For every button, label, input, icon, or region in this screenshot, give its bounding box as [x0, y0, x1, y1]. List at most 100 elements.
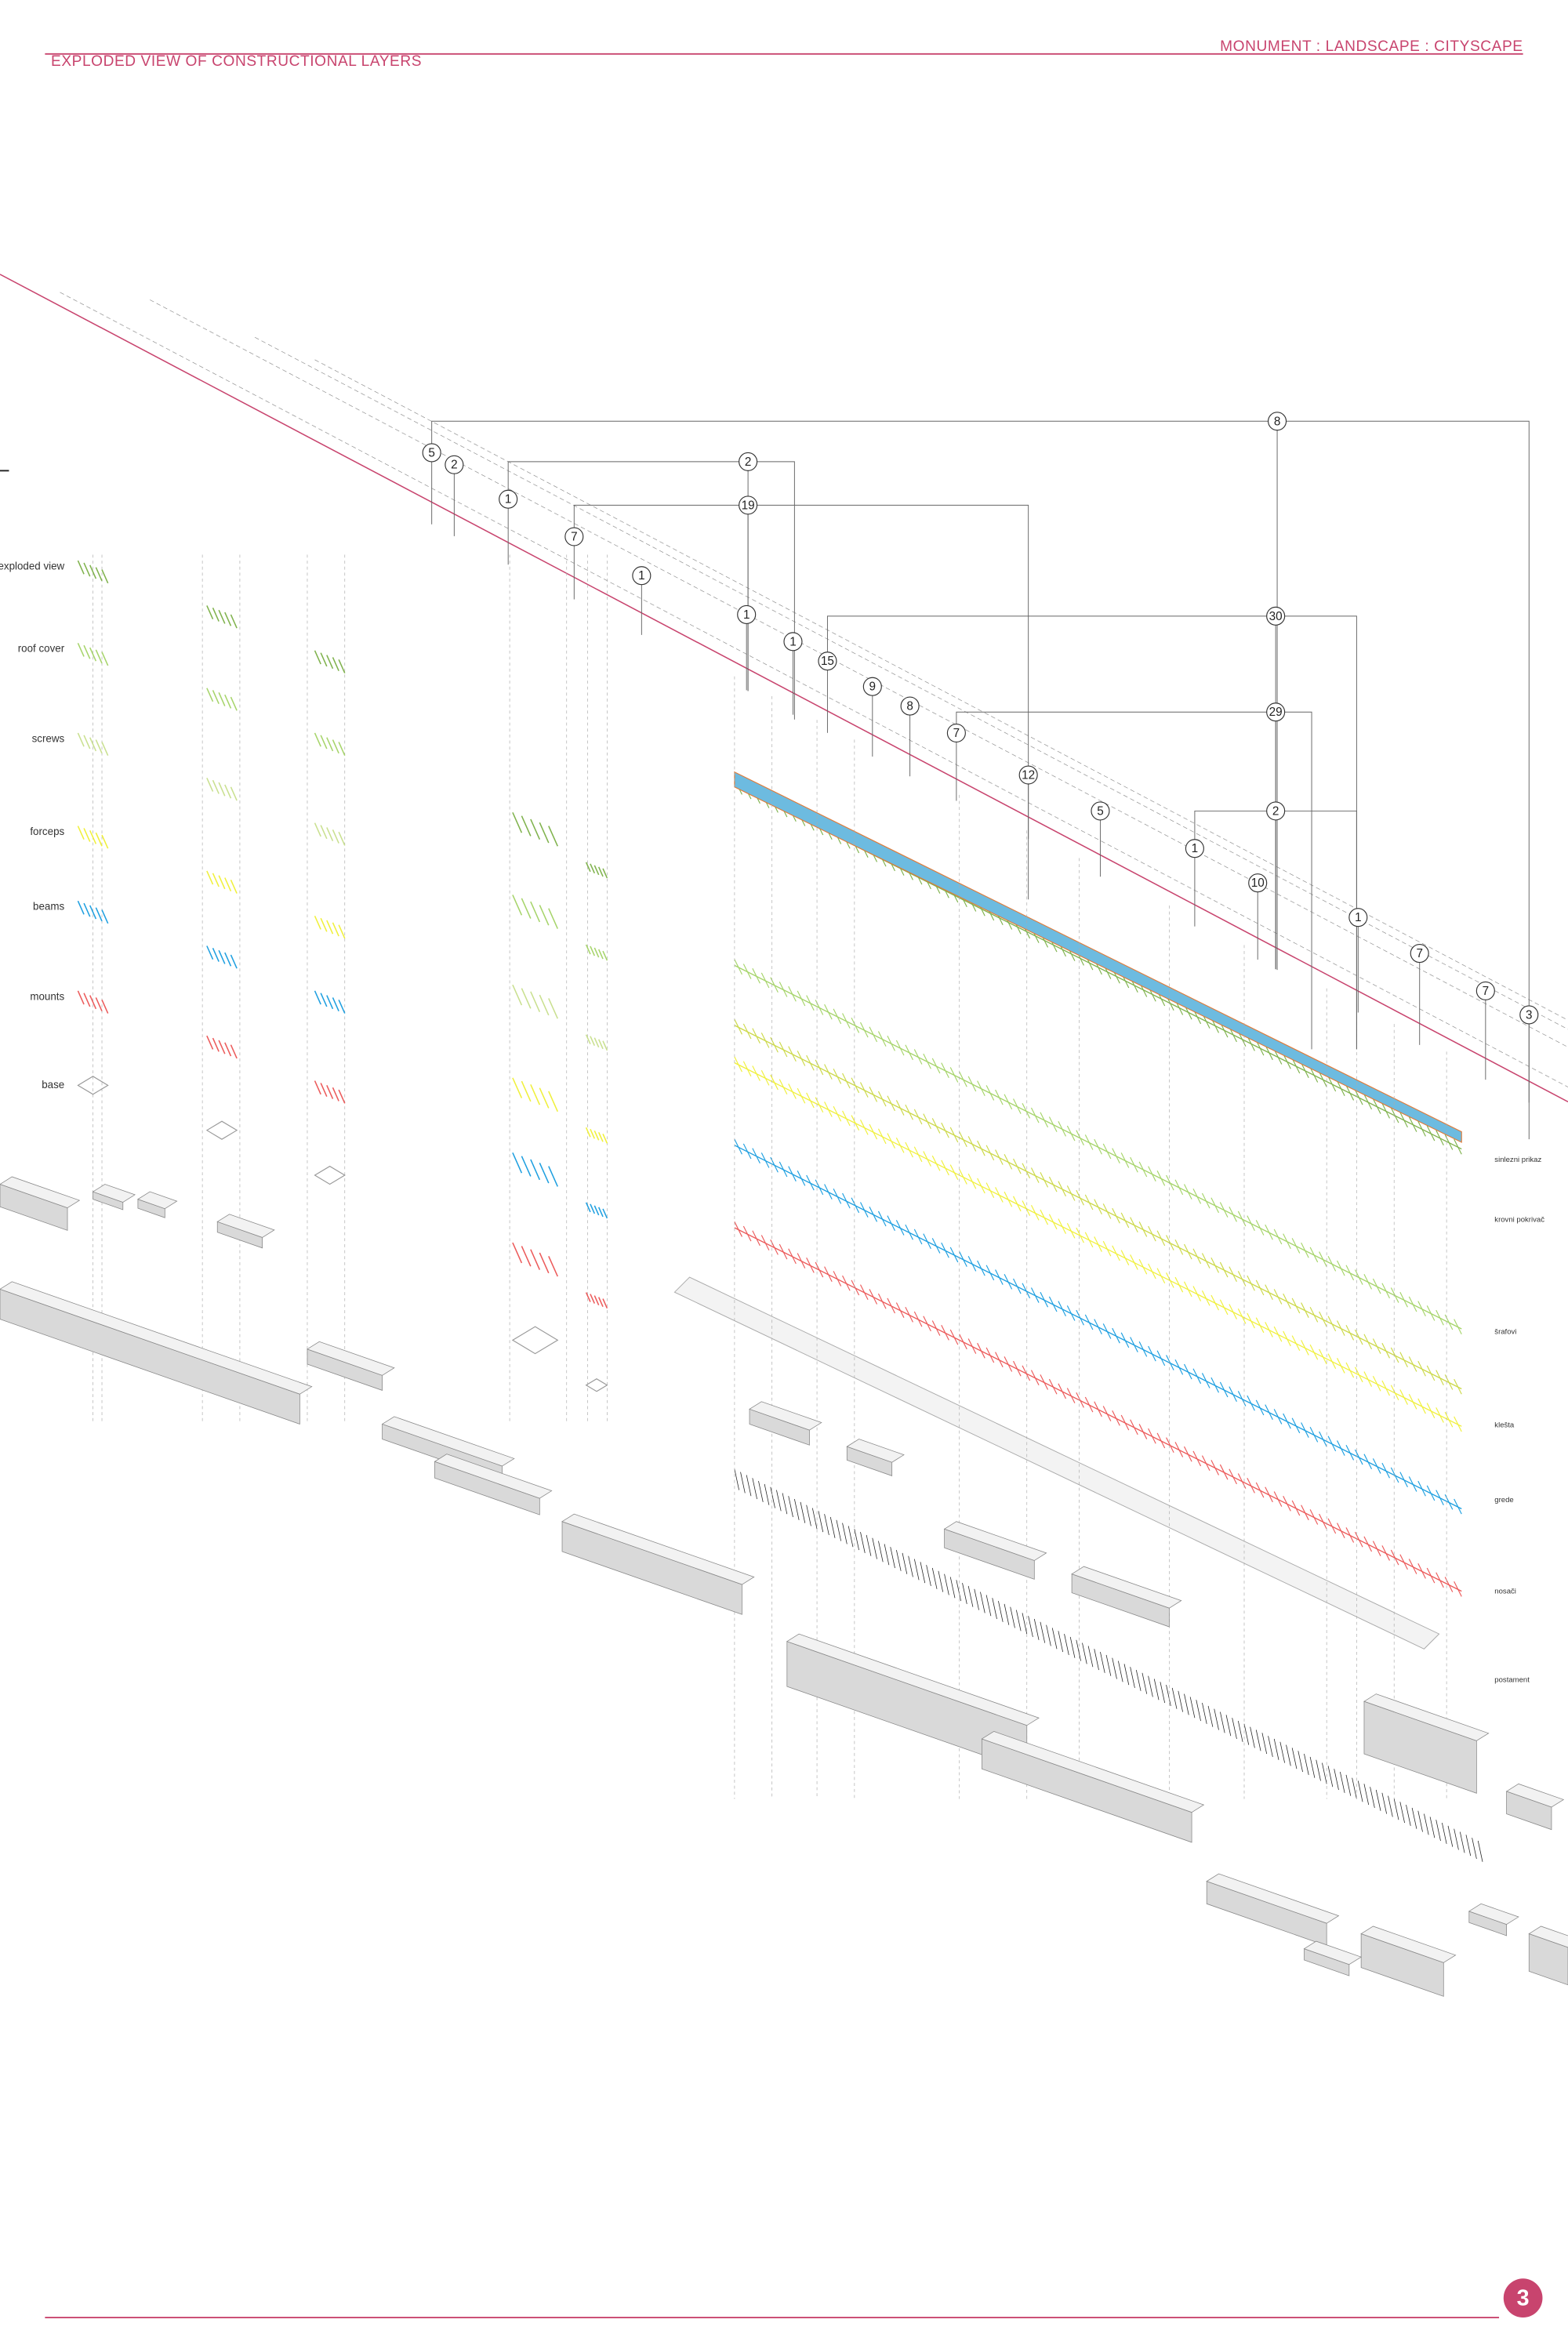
truss	[1189, 1697, 1196, 1719]
truss	[746, 1475, 752, 1497]
layer-label: roof cover	[18, 643, 65, 655]
glyph	[206, 778, 214, 792]
glyph	[512, 1077, 523, 1098]
truss	[878, 1541, 884, 1563]
glyph	[585, 1127, 591, 1138]
truss	[1100, 1651, 1105, 1673]
callout-circle	[862, 677, 882, 696]
truss	[1051, 1628, 1058, 1650]
glyph	[314, 1080, 321, 1095]
guide-line	[314, 359, 1568, 1021]
truss	[902, 1552, 908, 1574]
glyph	[320, 735, 328, 750]
callout-circle	[737, 604, 757, 624]
glyph	[597, 1207, 604, 1218]
truss	[829, 1516, 836, 1538]
glyph	[326, 1085, 334, 1099]
truss	[1232, 1718, 1237, 1740]
truss	[1424, 1813, 1429, 1835]
truss	[788, 1496, 793, 1518]
truss	[1322, 1762, 1327, 1784]
layer-edge	[734, 964, 1462, 1330]
glyph	[218, 782, 226, 797]
truss	[764, 1483, 770, 1505]
glyph	[530, 1249, 541, 1270]
glyph	[77, 560, 85, 575]
truss	[1477, 1840, 1483, 1862]
glyph	[77, 990, 85, 1005]
glyph	[548, 998, 558, 1019]
layer-edge	[734, 1227, 1462, 1592]
glyph	[314, 650, 321, 665]
glyph-base	[585, 1378, 608, 1392]
truss	[818, 1511, 824, 1533]
glyph	[593, 1295, 600, 1305]
truss	[1454, 1828, 1459, 1850]
truss	[1406, 1805, 1411, 1826]
callout-circle	[1475, 981, 1495, 1000]
truss	[1015, 1610, 1022, 1632]
building-roof	[1303, 1940, 1363, 1965]
layer-label: screws	[32, 732, 65, 744]
glyph	[597, 1297, 604, 1307]
glyph	[101, 1000, 109, 1014]
callout-circle	[739, 495, 758, 515]
truss	[913, 1559, 920, 1581]
page-number: 3	[1517, 2286, 1530, 2311]
glyph	[212, 948, 220, 962]
glyph	[89, 995, 97, 1010]
truss	[896, 1549, 902, 1571]
truss	[1105, 1654, 1112, 1676]
callout-number: 2	[1272, 804, 1279, 818]
truss	[1082, 1642, 1087, 1664]
glyph	[602, 1208, 608, 1219]
truss	[1363, 1784, 1370, 1806]
callout-number: 7	[953, 727, 960, 740]
truss	[740, 1472, 746, 1494]
truss	[842, 1523, 848, 1544]
truss	[890, 1547, 895, 1569]
glyph	[95, 567, 103, 582]
guide-line	[254, 336, 1568, 1030]
header-title: EXPLODED VIEW OF CONSTRUCTIONAL LAYERS	[51, 53, 422, 70]
glyph	[590, 863, 596, 874]
truss	[1237, 1720, 1243, 1742]
building-roof	[981, 1730, 1205, 1813]
truss	[1375, 1789, 1381, 1811]
callout-circle	[818, 652, 837, 671]
glyph	[218, 692, 226, 706]
truss	[908, 1555, 913, 1577]
glyph	[521, 898, 532, 919]
glyph	[95, 649, 103, 664]
truss	[1148, 1675, 1153, 1697]
layer-label-local: klešta	[1494, 1421, 1515, 1429]
truss	[1339, 1771, 1345, 1793]
truss	[794, 1498, 800, 1520]
truss	[1004, 1603, 1010, 1625]
truss	[1316, 1759, 1321, 1781]
truss	[998, 1600, 1004, 1622]
glyph	[593, 1205, 600, 1216]
callout-number: 8	[906, 700, 913, 713]
glyph	[206, 946, 214, 960]
truss	[1304, 1754, 1309, 1775]
truss	[884, 1544, 890, 1566]
building-roof	[561, 1513, 755, 1585]
building-roof	[137, 1191, 178, 1210]
callout-number: 9	[869, 681, 877, 694]
glyph-base	[205, 1120, 238, 1140]
truss	[1220, 1711, 1225, 1733]
glyph	[593, 865, 600, 876]
truss	[860, 1532, 866, 1553]
building-roof	[381, 1416, 515, 1467]
axis-line	[0, 274, 1568, 1103]
layer-edge	[734, 1062, 1462, 1427]
layer-label-local: postament	[1494, 1675, 1530, 1684]
callout-number: 5	[1097, 804, 1104, 818]
building-roof	[846, 1439, 905, 1463]
layer-label-local: grede	[1494, 1496, 1513, 1504]
glyph	[326, 920, 334, 935]
glyph	[218, 609, 226, 624]
building-roof	[943, 1521, 1047, 1561]
